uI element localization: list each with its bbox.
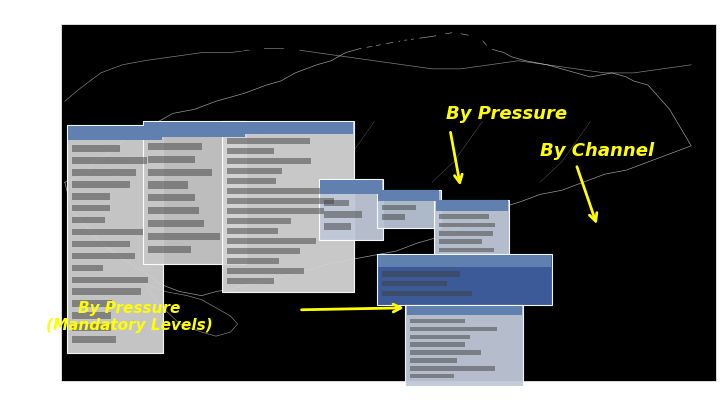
FancyBboxPatch shape (436, 200, 508, 211)
FancyBboxPatch shape (227, 238, 316, 243)
FancyBboxPatch shape (439, 248, 494, 252)
FancyBboxPatch shape (382, 215, 405, 220)
FancyBboxPatch shape (407, 306, 522, 315)
Text: GOES-16 DMW Menus: GOES-16 DMW Menus (174, 28, 546, 58)
FancyBboxPatch shape (410, 327, 497, 331)
FancyBboxPatch shape (227, 208, 324, 213)
FancyBboxPatch shape (68, 126, 162, 140)
FancyBboxPatch shape (410, 358, 457, 362)
FancyBboxPatch shape (227, 158, 311, 164)
Text: By Pressure: By Pressure (446, 105, 567, 124)
FancyBboxPatch shape (72, 277, 148, 283)
FancyBboxPatch shape (405, 305, 523, 386)
FancyBboxPatch shape (148, 156, 195, 163)
FancyBboxPatch shape (67, 125, 163, 353)
FancyBboxPatch shape (227, 198, 334, 204)
FancyBboxPatch shape (227, 278, 274, 284)
Text: By Channel: By Channel (540, 142, 654, 160)
FancyBboxPatch shape (410, 374, 454, 378)
FancyBboxPatch shape (148, 233, 220, 240)
FancyBboxPatch shape (223, 122, 353, 134)
FancyBboxPatch shape (72, 253, 135, 259)
FancyBboxPatch shape (72, 312, 111, 319)
FancyBboxPatch shape (72, 157, 147, 164)
FancyBboxPatch shape (148, 246, 191, 253)
FancyBboxPatch shape (148, 194, 195, 201)
FancyBboxPatch shape (377, 254, 552, 305)
FancyBboxPatch shape (324, 200, 349, 206)
FancyBboxPatch shape (72, 241, 130, 247)
FancyBboxPatch shape (410, 335, 470, 339)
FancyBboxPatch shape (439, 231, 493, 236)
FancyBboxPatch shape (148, 143, 202, 150)
FancyBboxPatch shape (382, 271, 461, 277)
FancyBboxPatch shape (382, 291, 472, 296)
FancyBboxPatch shape (148, 207, 199, 214)
FancyBboxPatch shape (227, 188, 333, 194)
FancyBboxPatch shape (227, 258, 279, 264)
FancyBboxPatch shape (72, 193, 109, 200)
FancyBboxPatch shape (434, 200, 509, 260)
FancyBboxPatch shape (72, 288, 141, 295)
FancyBboxPatch shape (227, 228, 278, 234)
FancyBboxPatch shape (439, 214, 489, 219)
FancyBboxPatch shape (439, 239, 482, 244)
FancyBboxPatch shape (324, 223, 351, 230)
FancyBboxPatch shape (377, 190, 441, 228)
FancyBboxPatch shape (148, 168, 212, 176)
FancyBboxPatch shape (227, 248, 300, 254)
FancyBboxPatch shape (410, 350, 480, 355)
FancyBboxPatch shape (148, 220, 204, 227)
FancyBboxPatch shape (72, 229, 143, 235)
FancyBboxPatch shape (72, 301, 112, 307)
FancyBboxPatch shape (72, 217, 105, 224)
FancyBboxPatch shape (378, 255, 551, 267)
FancyBboxPatch shape (227, 138, 310, 143)
FancyBboxPatch shape (320, 180, 382, 194)
FancyBboxPatch shape (382, 205, 415, 211)
FancyBboxPatch shape (144, 122, 245, 137)
FancyBboxPatch shape (378, 190, 439, 201)
FancyBboxPatch shape (227, 218, 291, 224)
FancyBboxPatch shape (227, 168, 282, 173)
FancyBboxPatch shape (72, 181, 130, 188)
FancyBboxPatch shape (143, 121, 246, 264)
FancyBboxPatch shape (222, 121, 354, 292)
FancyBboxPatch shape (61, 24, 716, 381)
FancyBboxPatch shape (72, 145, 120, 152)
FancyBboxPatch shape (72, 324, 111, 331)
FancyBboxPatch shape (410, 343, 465, 347)
FancyBboxPatch shape (439, 223, 495, 227)
FancyBboxPatch shape (382, 281, 447, 286)
FancyBboxPatch shape (148, 181, 188, 188)
FancyBboxPatch shape (72, 336, 117, 343)
Text: By Pressure
(Mandatory Levels): By Pressure (Mandatory Levels) (46, 301, 213, 333)
FancyBboxPatch shape (72, 169, 137, 176)
FancyBboxPatch shape (72, 205, 109, 211)
FancyBboxPatch shape (410, 366, 495, 371)
FancyBboxPatch shape (227, 148, 274, 153)
FancyBboxPatch shape (410, 319, 465, 323)
FancyBboxPatch shape (324, 211, 361, 218)
FancyBboxPatch shape (227, 178, 276, 183)
FancyBboxPatch shape (319, 179, 383, 240)
FancyBboxPatch shape (227, 268, 304, 274)
FancyBboxPatch shape (72, 264, 103, 271)
